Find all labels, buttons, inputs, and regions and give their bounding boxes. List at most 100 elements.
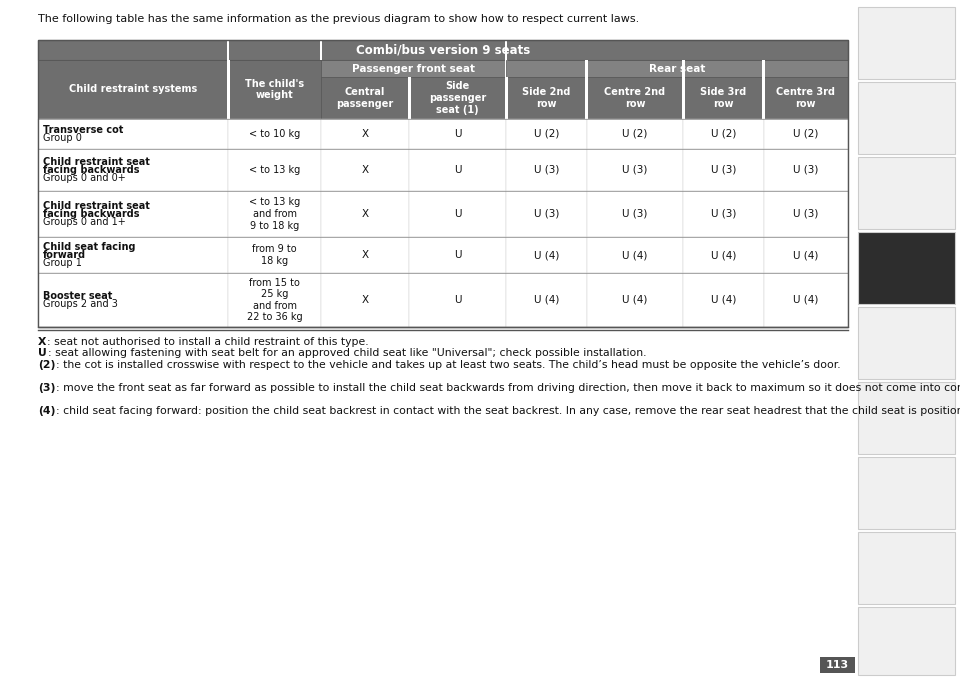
Text: 113: 113 [826, 660, 849, 670]
Bar [763, 191, 848, 237]
Text: U (3): U (3) [710, 209, 736, 219]
Bar [506, 273, 587, 327]
Bar [506, 77, 587, 119]
Text: U (3): U (3) [793, 165, 819, 175]
Bar [409, 119, 506, 149]
Bar [38, 119, 228, 149]
Text: Side
passenger
seat (1): Side passenger seat (1) [429, 81, 487, 115]
Text: : seat allowing fastening with seat belt for an approved child seat like "Univer: : seat allowing fastening with seat belt… [48, 348, 646, 359]
Text: U (4): U (4) [793, 250, 819, 260]
Text: U: U [454, 250, 462, 260]
Bar [586, 60, 588, 77]
Text: X: X [38, 337, 46, 347]
Bar [321, 149, 409, 191]
Text: forward: forward [43, 250, 86, 260]
Bar [228, 119, 321, 149]
Text: : the cot is installed crosswise with respect to the vehicle and takes up at lea: : the cot is installed crosswise with re… [57, 360, 841, 370]
Bar [587, 191, 684, 237]
Text: X: X [361, 165, 369, 175]
Text: Groups 0 and 0+: Groups 0 and 0+ [43, 173, 126, 183]
Bar [587, 237, 684, 273]
Bar [763, 273, 848, 327]
Bar [506, 60, 848, 77]
Text: < to 13 kg: < to 13 kg [249, 165, 300, 175]
Text: X: X [361, 250, 369, 260]
Text: Rear seat: Rear seat [649, 64, 706, 73]
Bar [858, 307, 955, 379]
Bar [321, 237, 409, 273]
Bar [684, 191, 763, 237]
Text: Child restraint systems: Child restraint systems [69, 85, 198, 94]
Bar [858, 157, 955, 229]
Text: Centre 3rd
row: Centre 3rd row [777, 87, 835, 108]
Bar [587, 273, 684, 327]
Bar [38, 60, 228, 119]
Text: X: X [361, 209, 369, 219]
Bar [858, 7, 955, 79]
Bar [858, 457, 955, 529]
Text: (3): (3) [38, 383, 56, 393]
Bar [587, 149, 684, 191]
Bar [409, 191, 506, 237]
Text: Side 3rd
row: Side 3rd row [700, 87, 747, 108]
Bar [684, 149, 763, 191]
Bar [228, 60, 321, 119]
Bar [763, 119, 848, 149]
Bar [228, 40, 229, 60]
Bar [38, 40, 848, 327]
Text: Booster seat: Booster seat [43, 291, 112, 301]
Bar [587, 77, 684, 119]
Bar [505, 77, 508, 119]
Text: Group 1: Group 1 [43, 258, 82, 268]
Bar [684, 119, 763, 149]
Text: U (4): U (4) [534, 250, 560, 260]
Bar [321, 119, 409, 149]
Bar [409, 149, 506, 191]
Bar [505, 40, 507, 60]
Bar [684, 237, 763, 273]
Text: Centre 2nd
row: Centre 2nd row [605, 87, 665, 108]
Text: Transverse cot: Transverse cot [43, 125, 124, 135]
Bar [858, 82, 955, 154]
Text: U: U [454, 129, 462, 139]
Text: U: U [38, 348, 47, 359]
Bar [38, 237, 228, 273]
Bar [587, 119, 684, 149]
Text: from 9 to
18 kg: from 9 to 18 kg [252, 244, 297, 266]
Bar [763, 237, 848, 273]
Text: Side 2nd
row: Side 2nd row [522, 87, 571, 108]
Bar [858, 382, 955, 454]
Text: : seat not authorised to install a child restraint of this type.: : seat not authorised to install a child… [47, 337, 369, 347]
Bar [228, 237, 321, 273]
Text: The child's
weight: The child's weight [245, 79, 304, 100]
Bar [858, 607, 955, 675]
Text: U: U [454, 209, 462, 219]
Bar [586, 77, 588, 119]
Bar [38, 191, 228, 237]
Bar [763, 149, 848, 191]
Bar [684, 273, 763, 327]
Text: U (3): U (3) [622, 165, 648, 175]
Bar [38, 40, 848, 60]
Bar [682, 77, 684, 119]
Text: < to 10 kg: < to 10 kg [249, 129, 300, 139]
Bar [38, 273, 228, 327]
Text: U (3): U (3) [534, 165, 560, 175]
Bar [506, 237, 587, 273]
Text: : child seat facing forward: position the child seat backrest in contact with th: : child seat facing forward: position th… [57, 406, 960, 416]
Text: : move the front seat as far forward as possible to install the child seat backw: : move the front seat as far forward as … [57, 383, 960, 393]
Text: U (3): U (3) [622, 209, 648, 219]
Text: U (2): U (2) [793, 129, 819, 139]
Bar [763, 77, 848, 119]
Text: Groups 0 and 1+: Groups 0 and 1+ [43, 217, 126, 227]
Text: facing backwards: facing backwards [43, 209, 139, 219]
Bar [762, 77, 765, 119]
Text: U (4): U (4) [622, 295, 648, 305]
Text: U (4): U (4) [534, 295, 560, 305]
Text: facing backwards: facing backwards [43, 165, 139, 175]
Bar [506, 149, 587, 191]
Bar [228, 191, 321, 237]
Bar [408, 77, 411, 119]
Text: (2): (2) [38, 360, 56, 370]
Bar [321, 273, 409, 327]
